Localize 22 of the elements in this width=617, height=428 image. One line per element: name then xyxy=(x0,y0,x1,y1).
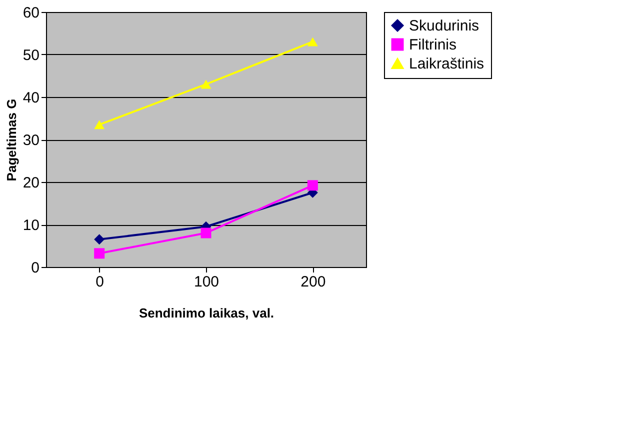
y-axis-title: Pageltimas G xyxy=(4,98,19,182)
point xyxy=(307,180,318,191)
x-axis-title: Sendinimo laikas, val. xyxy=(138,306,274,320)
y-tick-label: 0 xyxy=(31,260,40,276)
point xyxy=(200,80,212,89)
legend-label: Skudurinis xyxy=(409,18,480,34)
point xyxy=(94,248,105,259)
y-tick-label: 40 xyxy=(22,90,40,106)
point xyxy=(94,120,105,130)
x-tick-label: 0 xyxy=(96,274,104,290)
legend-label: Filtrinis xyxy=(409,36,456,54)
y-tick-label: 30 xyxy=(22,132,40,149)
y-tick-label: 60 xyxy=(22,4,40,22)
y-tick-label: 10 xyxy=(22,217,40,234)
legend-label: Laikraštinis xyxy=(409,56,484,72)
x-tick-label: 200 xyxy=(300,274,326,290)
y-tick-label: 20 xyxy=(22,174,40,192)
point xyxy=(200,228,212,238)
x-tick-label: 100 xyxy=(194,274,220,290)
point xyxy=(94,234,105,245)
y-tick-label: 50 xyxy=(22,47,40,64)
point xyxy=(307,37,318,46)
